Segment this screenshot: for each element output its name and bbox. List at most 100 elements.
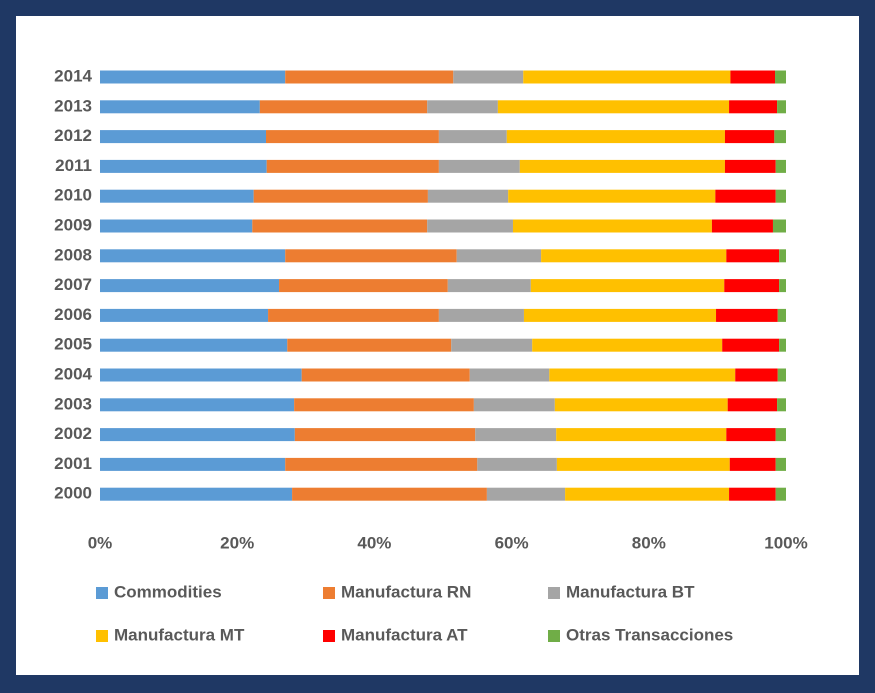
bar-segment: [268, 308, 439, 322]
bar-segment: [469, 368, 550, 382]
bar-segment: [724, 279, 780, 293]
bar-segment: [716, 308, 778, 322]
bar-segment: [100, 487, 293, 501]
bar-segment: [294, 398, 474, 412]
legend-swatch: [96, 630, 108, 642]
y-tick-label: 2001: [54, 454, 92, 473]
bar-segment: [447, 279, 531, 293]
bar-segment: [453, 70, 524, 84]
bar-segment: [100, 70, 286, 84]
bar-segment: [735, 368, 778, 382]
bar-segment: [100, 219, 253, 233]
bar-segment: [100, 130, 267, 144]
bar-segment: [285, 249, 457, 263]
y-tick-label: 2010: [54, 186, 92, 205]
bar-segment: [285, 457, 478, 471]
bar-segment: [774, 130, 786, 144]
bar-segment: [775, 428, 786, 442]
bar-segment: [523, 70, 731, 84]
legend-swatch: [323, 630, 335, 642]
bar-segment: [532, 338, 723, 352]
legend-swatch: [548, 630, 560, 642]
bar-segment: [100, 100, 260, 114]
bar-segment: [777, 398, 786, 412]
y-tick-label: 2012: [54, 126, 92, 145]
bar-segment: [285, 70, 454, 84]
y-tick-label: 2011: [55, 156, 92, 175]
bar-segment: [427, 100, 498, 114]
bar-segment: [512, 219, 712, 233]
bar-segment: [777, 368, 786, 382]
legend-label: Otras Transacciones: [566, 625, 733, 644]
bar-segment: [438, 159, 520, 173]
bar-segment: [727, 398, 778, 412]
bar-segment: [486, 487, 566, 501]
bar-segment: [729, 457, 776, 471]
bar-segment: [775, 457, 786, 471]
bar-segment: [301, 368, 470, 382]
legend-label: Manufactura BT: [566, 582, 695, 601]
bar-segment: [100, 368, 302, 382]
legend-label: Commodities: [114, 582, 222, 601]
bar-segment: [726, 428, 776, 442]
y-tick-label: 2014: [54, 66, 92, 85]
bar-segment: [451, 338, 533, 352]
y-tick-label: 2006: [54, 305, 92, 324]
bar-segment: [477, 457, 557, 471]
bar-segment: [497, 100, 730, 114]
bar-segment: [729, 487, 776, 501]
bar-segment: [294, 428, 476, 442]
legend-label: Manufactura AT: [341, 625, 468, 644]
bar-segment: [729, 100, 778, 114]
bar-segment: [775, 159, 786, 173]
y-tick-label: 2000: [54, 484, 92, 503]
bar-segment: [456, 249, 542, 263]
bar-segment: [523, 308, 717, 322]
bar-segment: [724, 159, 776, 173]
y-tick-label: 2002: [54, 424, 92, 443]
x-tick-label: 20%: [220, 533, 254, 552]
bar-segment: [100, 398, 295, 412]
y-tick-label: 2009: [54, 215, 92, 234]
bar-segment: [549, 368, 736, 382]
bar-segment: [259, 100, 428, 114]
bar-segment: [266, 130, 439, 144]
y-tick-label: 2008: [54, 245, 92, 264]
y-tick-label: 2003: [54, 394, 92, 413]
bar-segment: [724, 130, 775, 144]
bar-segment: [779, 249, 786, 263]
bar-segment: [475, 428, 557, 442]
legend-label: Manufactura MT: [114, 625, 245, 644]
legend-swatch: [548, 587, 560, 599]
legend-label: Manufactura RN: [341, 582, 471, 601]
bar-segment: [730, 70, 776, 84]
bar-segment: [726, 249, 780, 263]
y-tick-label: 2004: [54, 364, 92, 383]
bar-segment: [779, 279, 786, 293]
bar-segment: [438, 130, 507, 144]
bar-segment: [252, 219, 428, 233]
bar-segment: [287, 338, 452, 352]
bar-segment: [506, 130, 725, 144]
bar-segment: [556, 457, 730, 471]
x-tick-label: 40%: [357, 533, 391, 552]
x-tick-label: 60%: [495, 533, 529, 552]
bar-segment: [541, 249, 727, 263]
bar-segment: [438, 308, 524, 322]
bar-segment: [100, 308, 269, 322]
x-tick-label: 80%: [632, 533, 666, 552]
bar-segment: [473, 398, 555, 412]
bar-segment: [100, 249, 286, 263]
bar-segment: [715, 189, 776, 203]
bar-segment: [556, 428, 727, 442]
bar-segment: [292, 487, 487, 501]
bar-segment: [100, 159, 267, 173]
bar-segment: [100, 189, 254, 203]
bar-segment: [775, 189, 786, 203]
y-tick-label: 2007: [54, 275, 92, 294]
bar-segment: [772, 219, 786, 233]
legend-swatch: [323, 587, 335, 599]
bar-segment: [530, 279, 725, 293]
legend-swatch: [96, 587, 108, 599]
